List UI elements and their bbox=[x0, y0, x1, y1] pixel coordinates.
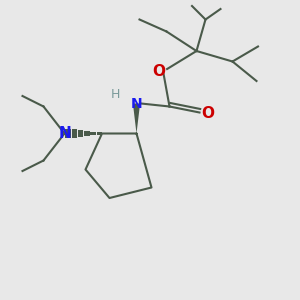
Polygon shape bbox=[65, 129, 71, 138]
Text: N: N bbox=[58, 126, 71, 141]
Polygon shape bbox=[72, 129, 77, 137]
Polygon shape bbox=[90, 131, 96, 135]
Polygon shape bbox=[97, 132, 102, 135]
Polygon shape bbox=[133, 103, 140, 134]
Text: O: O bbox=[201, 106, 214, 122]
Text: N: N bbox=[131, 97, 142, 110]
Polygon shape bbox=[84, 131, 89, 136]
Polygon shape bbox=[78, 130, 83, 137]
Text: H: H bbox=[111, 88, 120, 101]
Text: O: O bbox=[152, 64, 166, 80]
